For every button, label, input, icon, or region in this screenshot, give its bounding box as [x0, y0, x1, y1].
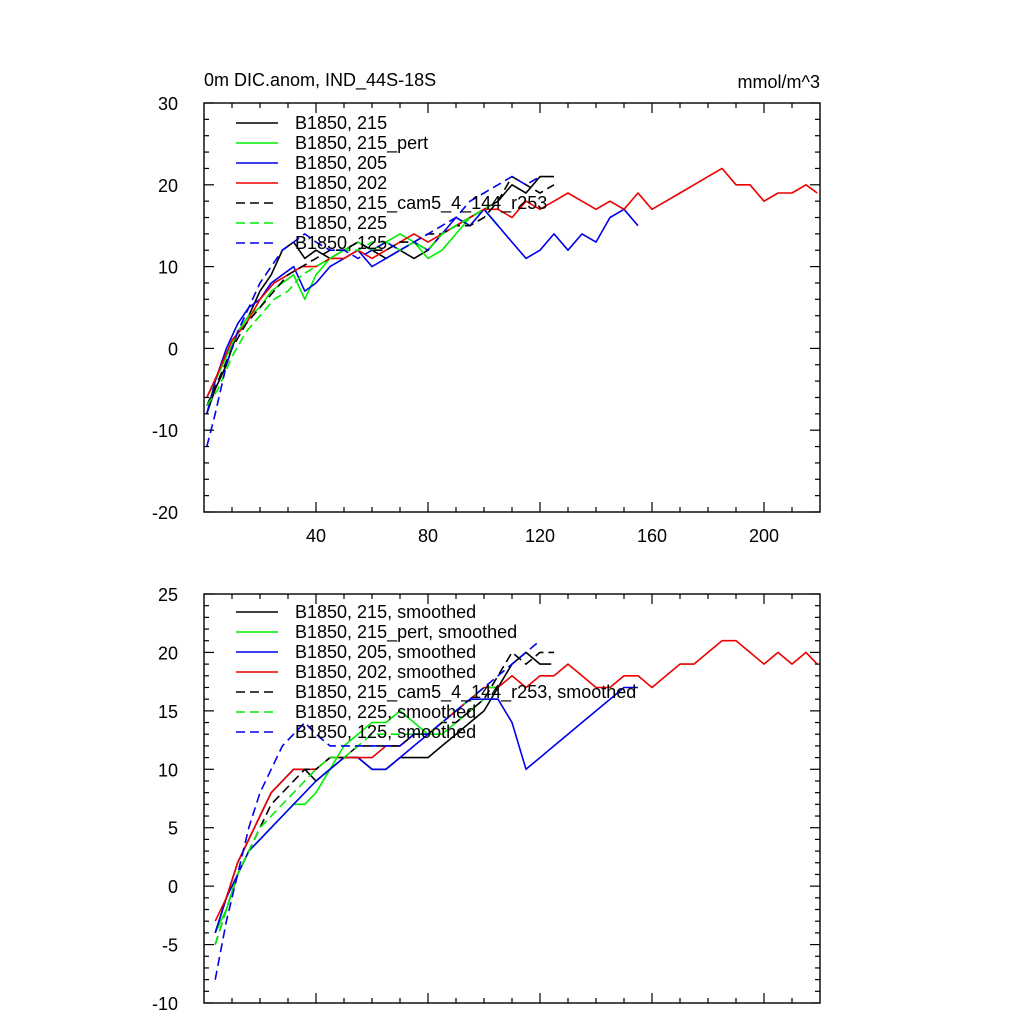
y-tick-label: -5: [162, 936, 178, 956]
legend-label: B1850, 215: [295, 113, 387, 133]
legend-label: B1850, 202, smoothed: [295, 662, 476, 682]
legend-label: B1850, 215_pert, smoothed: [295, 622, 517, 643]
units-label: mmol/m^3: [738, 72, 820, 92]
legend-label: B1850, 125, smoothed: [295, 722, 476, 742]
y-tick-label: 25: [158, 585, 178, 605]
series-line-7: [214, 640, 541, 980]
legend-label: B1850, 225: [295, 213, 387, 233]
y-tick-label: 20: [158, 643, 178, 663]
series-line-5: [206, 175, 555, 407]
x-tick-label: 200: [749, 526, 779, 546]
series-line-4: [206, 167, 818, 398]
series-line-3: [206, 208, 639, 414]
y-tick-label: -20: [152, 503, 178, 523]
legend-label: B1850, 225, smoothed: [295, 702, 476, 722]
x-tick-label: 80: [418, 526, 438, 546]
series-line-3: [214, 686, 638, 934]
series-line-7: [206, 175, 541, 447]
y-tick-label: 0: [168, 877, 178, 897]
series-line-4: [214, 639, 818, 922]
legend-label: B1850, 125: [295, 233, 387, 253]
legend-label: B1850, 215, smoothed: [295, 602, 476, 622]
legend-label: B1850, 205, smoothed: [295, 642, 476, 662]
y-tick-label: 10: [158, 760, 178, 780]
x-tick-label: 40: [306, 526, 326, 546]
legend-label: B1850, 215_pert: [295, 133, 428, 154]
chart-title: 0m DIC.anom, IND_44S-18S: [204, 70, 436, 91]
y-tick-label: 10: [158, 258, 178, 278]
legend-label: B1850, 215_cam5_4_144_r253: [295, 193, 547, 214]
legend-label: B1850, 215_cam5_4_144_r253, smoothed: [295, 682, 636, 703]
y-tick-label: 15: [158, 702, 178, 722]
y-tick-label: -10: [152, 421, 178, 441]
legend-label: B1850, 205: [295, 153, 387, 173]
y-tick-label: 30: [158, 94, 178, 114]
series-line-5: [214, 651, 554, 945]
x-tick-label: 160: [637, 526, 667, 546]
y-tick-label: 0: [168, 339, 178, 359]
y-tick-label: 20: [158, 176, 178, 196]
y-tick-label: 5: [168, 819, 178, 839]
x-tick-label: 120: [525, 526, 555, 546]
series-line-2: [206, 208, 499, 398]
legend-label: B1850, 202: [295, 173, 387, 193]
y-tick-label: -10: [152, 994, 178, 1014]
